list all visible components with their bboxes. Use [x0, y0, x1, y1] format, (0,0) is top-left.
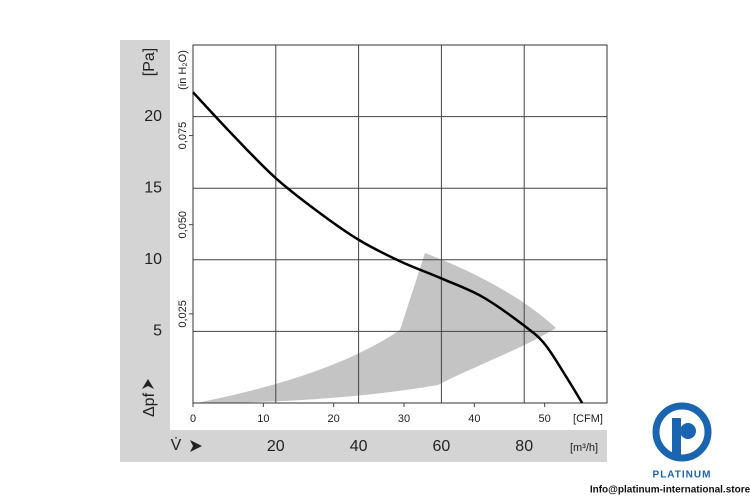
x-tick-label: 60: [433, 438, 451, 455]
logo: [652, 402, 712, 462]
x2-tick-label: 40: [468, 413, 480, 425]
brand: PLATINUM: [653, 470, 712, 481]
arrow: [190, 440, 202, 452]
x-tick-label: 20: [267, 438, 285, 455]
x2-tick-label: 50: [539, 413, 551, 425]
y-tick-label: 5: [153, 323, 162, 340]
x-tick-label: 80: [515, 438, 533, 455]
plot-frame: [192, 44, 608, 404]
y2-tick-label: 0,075: [177, 122, 189, 150]
x2-tick-label: 30: [398, 413, 410, 425]
y-tick-label: 20: [144, 108, 162, 125]
y2-tick-label: 0,050: [177, 211, 189, 239]
y-unit: [Pa]: [141, 48, 158, 76]
x-label: V̇: [171, 436, 182, 454]
x2-tick-label: 10: [257, 413, 269, 425]
axis-band: [120, 40, 170, 462]
x2-tick-label: 0: [190, 413, 196, 425]
y2-tick-label: 0,025: [177, 300, 189, 328]
y-tick-label: 10: [144, 251, 162, 268]
y2-unit: (in H₂O): [177, 50, 189, 90]
logo-ring: [652, 402, 712, 462]
logo-stem: [672, 418, 681, 458]
contact: Info@platinum-international.store: [590, 485, 750, 496]
arrow: [142, 379, 154, 389]
x-tick-label: 40: [350, 438, 368, 455]
y-label: Δpf: [141, 392, 158, 417]
operating-range: [196, 253, 556, 403]
x-unit: [m³/h]: [570, 442, 598, 454]
x2-unit: [CFM]: [573, 413, 603, 425]
logo-dot: [680, 423, 696, 439]
x2-tick-label: 20: [328, 413, 340, 425]
curve: [192, 91, 584, 404]
y-tick-label: 15: [144, 179, 162, 196]
